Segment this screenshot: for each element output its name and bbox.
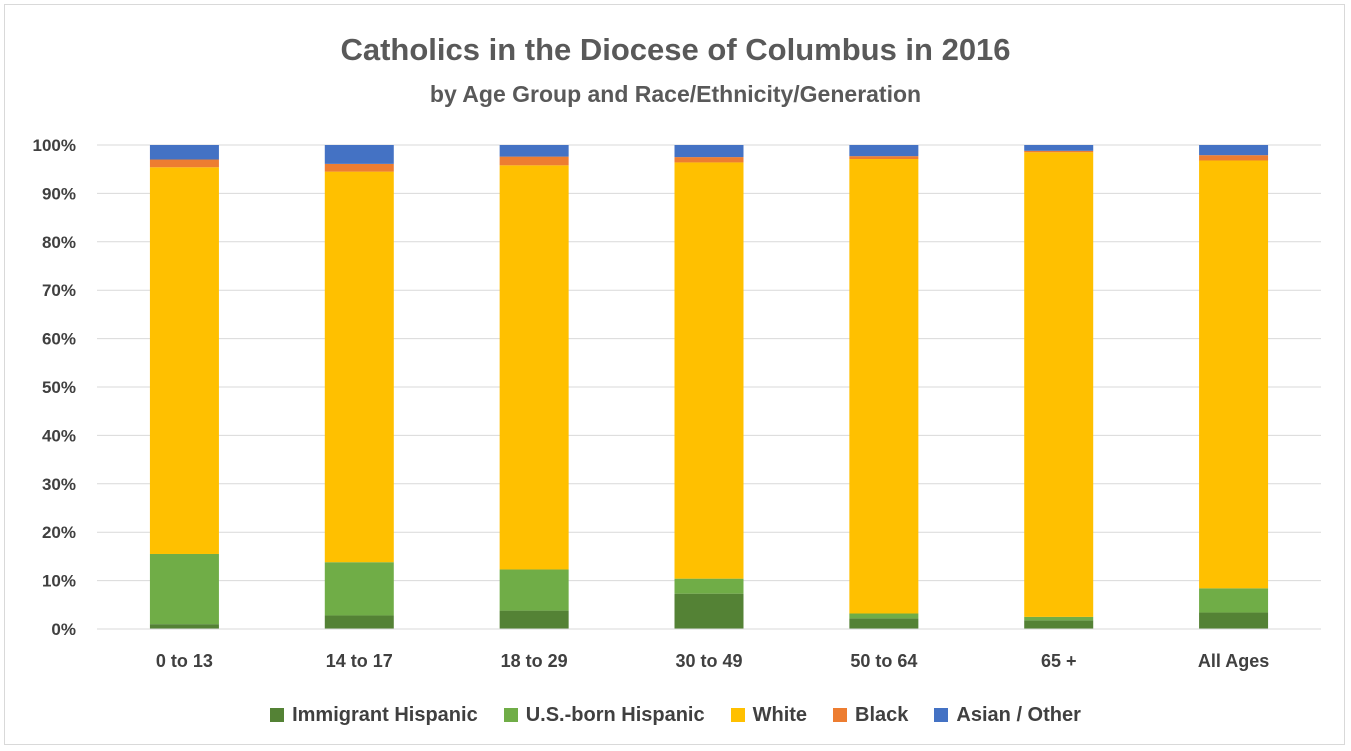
bar-segment bbox=[1024, 145, 1093, 151]
bar-segment bbox=[150, 160, 219, 168]
bar-segment bbox=[675, 162, 744, 578]
legend-swatch bbox=[731, 708, 745, 722]
bar-segment bbox=[500, 145, 569, 157]
legend-swatch bbox=[504, 708, 518, 722]
bar-segment bbox=[849, 614, 918, 619]
y-tick-label: 0% bbox=[51, 620, 76, 639]
legend-item: Black bbox=[833, 704, 908, 727]
bar-segment bbox=[1199, 155, 1268, 160]
legend-item: Asian / Other bbox=[934, 704, 1080, 727]
bar-segment bbox=[675, 579, 744, 594]
bar-segment bbox=[500, 611, 569, 629]
x-tick-label: 18 to 29 bbox=[501, 651, 568, 671]
bar-segment bbox=[325, 615, 394, 629]
x-tick-label: 14 to 17 bbox=[326, 651, 393, 671]
y-tick-label: 50% bbox=[42, 378, 76, 397]
bar-segment bbox=[849, 618, 918, 629]
bar-segment bbox=[1024, 151, 1093, 152]
bar-segment bbox=[675, 157, 744, 162]
legend-swatch bbox=[934, 708, 948, 722]
y-tick-label: 20% bbox=[42, 523, 76, 542]
y-tick-label: 80% bbox=[42, 233, 76, 252]
x-tick-label: All Ages bbox=[1198, 651, 1269, 671]
x-tick-label: 30 to 49 bbox=[675, 651, 742, 671]
y-tick-label: 60% bbox=[42, 330, 76, 349]
bar-segment bbox=[325, 562, 394, 615]
bar-segment bbox=[150, 624, 219, 629]
bar-segment bbox=[849, 156, 918, 159]
legend-item: U.S.-born Hispanic bbox=[504, 704, 705, 727]
bar-segment bbox=[500, 157, 569, 166]
legend-swatch bbox=[270, 708, 284, 722]
legend-label: White bbox=[753, 704, 807, 727]
bar-segment bbox=[1199, 145, 1268, 155]
bar-segment bbox=[1199, 160, 1268, 588]
bar-segment bbox=[1024, 152, 1093, 617]
bar-segment bbox=[325, 164, 394, 172]
bar-segment bbox=[500, 569, 569, 610]
bar-segment bbox=[325, 145, 394, 164]
y-tick-label: 40% bbox=[42, 426, 76, 445]
bar-segment bbox=[150, 145, 219, 160]
bar-segment bbox=[675, 145, 744, 157]
bar-segment bbox=[675, 594, 744, 629]
bar-segment bbox=[1199, 613, 1268, 629]
bar-segment bbox=[500, 165, 569, 569]
y-tick-label: 90% bbox=[42, 184, 76, 203]
y-tick-label: 30% bbox=[42, 475, 76, 494]
bar-segment bbox=[849, 159, 918, 613]
legend-label: Asian / Other bbox=[956, 704, 1080, 727]
x-tick-label: 0 to 13 bbox=[156, 651, 213, 671]
y-tick-label: 10% bbox=[42, 572, 76, 591]
y-tick-label: 100% bbox=[33, 136, 76, 155]
bar-segment bbox=[150, 554, 219, 624]
legend-label: Black bbox=[855, 704, 908, 727]
x-tick-label: 50 to 64 bbox=[850, 651, 917, 671]
legend-label: Immigrant Hispanic bbox=[292, 704, 478, 727]
bar-segment bbox=[849, 145, 918, 156]
x-tick-label: 65 + bbox=[1041, 651, 1077, 671]
bar-segment bbox=[1199, 588, 1268, 612]
bar-segment bbox=[325, 172, 394, 563]
bar-segment bbox=[150, 167, 219, 554]
legend-item: Immigrant Hispanic bbox=[270, 704, 478, 727]
bar-segment bbox=[1024, 620, 1093, 629]
bar-segment bbox=[1024, 617, 1093, 620]
legend-item: White bbox=[731, 704, 807, 727]
chart-plot: 0% 10% 20% 30% 40% 50% 60% 70% 80% 90% 100% 0 to 13… bbox=[0, 0, 1351, 700]
legend-label: U.S.-born Hispanic bbox=[526, 704, 705, 727]
chart-legend: Immigrant Hispanic U.S.-born Hispanic Whit… bbox=[0, 701, 1351, 729]
legend-swatch bbox=[833, 708, 847, 722]
y-tick-label: 70% bbox=[42, 281, 76, 300]
